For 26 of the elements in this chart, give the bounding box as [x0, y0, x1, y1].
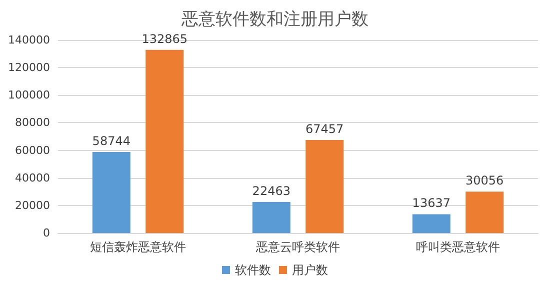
y-tick-label: 0: [43, 226, 50, 240]
data-label: 30056: [466, 174, 504, 188]
data-label: 13637: [412, 196, 450, 210]
bar: [306, 140, 344, 233]
y-tick-label: 100000: [8, 88, 50, 102]
y-tick-label: 60000: [15, 144, 50, 157]
bar: [92, 152, 130, 233]
bar: [146, 50, 184, 233]
x-tick-label: 恶意云呼类软件: [255, 240, 340, 254]
data-label: 67457: [306, 122, 344, 136]
bar: [412, 214, 450, 233]
bar: [252, 202, 290, 233]
data-label: 58744: [92, 134, 130, 148]
data-label: 132865: [142, 32, 188, 46]
y-tick-label: 140000: [8, 34, 50, 46]
legend-label: 软件数: [235, 263, 271, 277]
data-label: 22463: [252, 184, 290, 198]
bar: [466, 192, 504, 233]
y-tick-label: 40000: [15, 171, 50, 184]
x-tick-label: 呼叫类恶意软件: [416, 240, 500, 254]
x-tick-label: 短信轰炸恶意软件: [90, 240, 186, 254]
y-tick-label: 80000: [15, 116, 50, 130]
chart-title: 恶意软件数和注册用户数: [180, 10, 368, 30]
y-tick-label: 20000: [15, 198, 50, 212]
legend-label: 用户数: [292, 263, 328, 277]
y-tick-label: 120000: [8, 61, 50, 74]
